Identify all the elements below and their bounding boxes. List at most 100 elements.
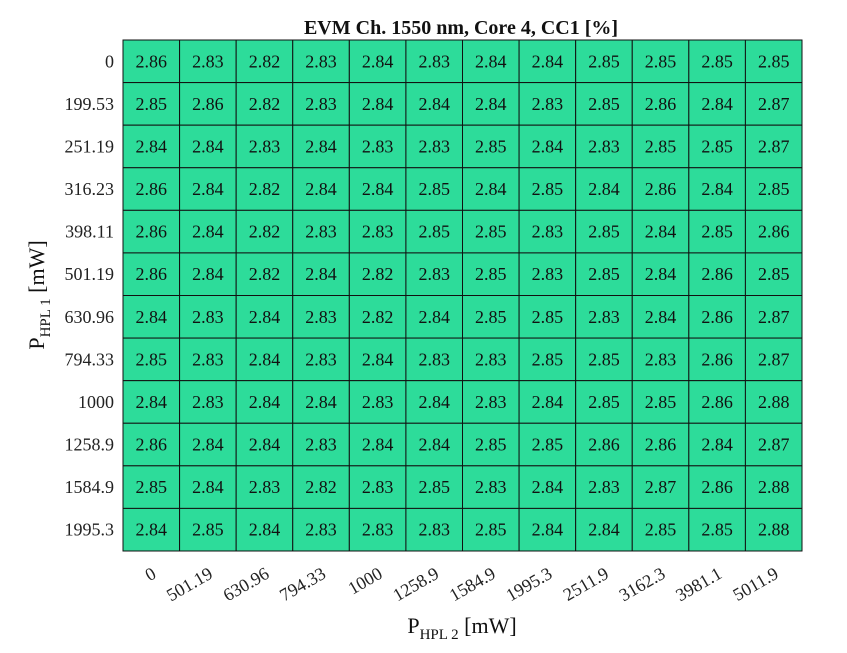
heatmap-cell — [575, 295, 633, 339]
cell-value-label: 2.84 — [305, 264, 337, 284]
cell-value-label: 2.86 — [701, 264, 733, 284]
heatmap-cell — [348, 209, 407, 254]
heatmap-cell — [462, 507, 520, 552]
cell-value-label: 2.83 — [305, 307, 337, 327]
x-axis-label: PHPL 2 [mW] — [407, 613, 516, 643]
cell-value-label: 2.83 — [475, 392, 507, 412]
heatmap-cell — [462, 82, 520, 126]
heatmap-cell — [631, 39, 690, 84]
heatmap-cell — [518, 380, 577, 424]
heatmap-cell — [235, 39, 294, 84]
cell-value-label: 2.84 — [645, 222, 677, 242]
cell-value-label: 2.86 — [645, 179, 677, 199]
heatmap-cell — [292, 252, 350, 297]
heatmap-cell — [688, 507, 746, 552]
cell-value-label: 2.84 — [418, 392, 450, 412]
y-tick-label: 199.53 — [65, 94, 115, 114]
cell-value-label: 2.85 — [588, 222, 620, 242]
cell-value-label: 2.86 — [192, 94, 224, 114]
cell-value-label: 2.83 — [362, 136, 394, 156]
cell-value-label: 2.83 — [362, 392, 394, 412]
heatmap-cell — [235, 124, 294, 169]
cell-value-label: 2.85 — [645, 136, 677, 156]
cell-value-label: 2.85 — [701, 51, 733, 71]
heatmap-cell — [462, 124, 520, 169]
heatmap-cell — [122, 337, 181, 382]
heatmap-cell — [744, 465, 803, 509]
x-tick-label: 630.96 — [220, 563, 273, 605]
heatmap-cell — [744, 124, 803, 169]
cell-value-label: 2.84 — [532, 392, 564, 412]
cell-value-label: 2.84 — [136, 307, 168, 327]
heatmap-cell — [518, 465, 577, 509]
y-tick-label: 1584.9 — [65, 477, 115, 497]
cell-value-label: 2.82 — [249, 264, 281, 284]
heatmap-cell — [348, 82, 407, 126]
cell-value-label: 2.84 — [136, 392, 168, 412]
y-tick-label: 398.11 — [65, 222, 114, 242]
cell-value-label: 2.83 — [249, 477, 281, 497]
heatmap-cell — [462, 209, 520, 254]
cell-value-label: 2.88 — [758, 392, 790, 412]
heatmap-cell — [122, 209, 181, 254]
x-axis-label-unit: [mW] — [459, 613, 517, 638]
heatmap-cell — [631, 295, 690, 339]
cell-value-label: 2.84 — [305, 136, 337, 156]
cell-value-label: 2.85 — [532, 179, 564, 199]
cell-value-label: 2.85 — [588, 392, 620, 412]
cell-value-label: 2.83 — [192, 307, 224, 327]
cell-value-label: 2.82 — [249, 51, 281, 71]
cell-value-label: 2.84 — [249, 349, 281, 369]
y-tick-label: 1000 — [78, 392, 114, 412]
cell-value-label: 2.83 — [305, 222, 337, 242]
cell-value-label: 2.83 — [192, 51, 224, 71]
y-tick-label: 0 — [105, 51, 114, 71]
heatmap-cell — [462, 252, 520, 297]
cell-value-label: 2.85 — [588, 264, 620, 284]
cell-value-label: 2.85 — [588, 51, 620, 71]
heatmap-cells: 2.86 2.83 2.82 2.83 2.84 2.83 2.84 2.84 2.85 2.85… — [122, 39, 803, 552]
cell-value-label: 2.84 — [645, 307, 677, 327]
heatmap-cell — [405, 167, 463, 211]
x-tick-label: 3162.3 — [616, 563, 669, 605]
cell-value-label: 2.84 — [475, 179, 507, 199]
cell-value-label: 2.86 — [701, 307, 733, 327]
heatmap-cell — [688, 82, 746, 126]
x-tick-label: 1584.9 — [446, 563, 499, 605]
cell-value-label: 2.84 — [588, 520, 620, 540]
cell-value-label: 2.86 — [758, 222, 790, 242]
cell-value-label: 2.87 — [645, 477, 677, 497]
cell-value-label: 2.83 — [362, 222, 394, 242]
cell-value-label: 2.84 — [249, 520, 281, 540]
heatmap-cell — [179, 295, 237, 339]
y-tick-label: 251.19 — [65, 136, 115, 156]
cell-value-label: 2.82 — [249, 179, 281, 199]
heatmap-cell — [462, 295, 520, 339]
cell-value-label: 2.83 — [418, 264, 450, 284]
heatmap-cell — [405, 465, 463, 509]
heatmap-cell — [122, 465, 181, 509]
cell-value-label: 2.83 — [645, 349, 677, 369]
y-tick-label: 1995.3 — [65, 520, 115, 540]
heatmap-cell — [122, 295, 181, 339]
heatmap-cell — [688, 380, 746, 424]
cell-value-label: 2.84 — [192, 136, 224, 156]
heatmap-cell — [122, 167, 181, 211]
heatmap-cell — [405, 252, 463, 297]
cell-value-label: 2.83 — [532, 94, 564, 114]
cell-value-label: 2.86 — [701, 392, 733, 412]
y-tick-label: 1258.9 — [65, 435, 115, 455]
x-tick-label: 5011.9 — [729, 563, 781, 605]
y-axis-label-unit: [mW] — [24, 240, 49, 298]
cell-value-label: 2.85 — [758, 51, 790, 71]
cell-value-label: 2.84 — [362, 179, 394, 199]
cell-value-label: 2.87 — [758, 307, 790, 327]
y-tick-label: 630.96 — [65, 307, 115, 327]
heatmap-cell — [405, 82, 463, 126]
cell-value-label: 2.83 — [305, 520, 337, 540]
x-axis-label-sub: HPL 2 — [420, 627, 459, 643]
heatmap-cell — [462, 337, 520, 382]
cell-value-label: 2.85 — [418, 222, 450, 242]
cell-value-label: 2.86 — [701, 349, 733, 369]
y-axis-label: PHPL 1 [mW] — [24, 240, 54, 349]
